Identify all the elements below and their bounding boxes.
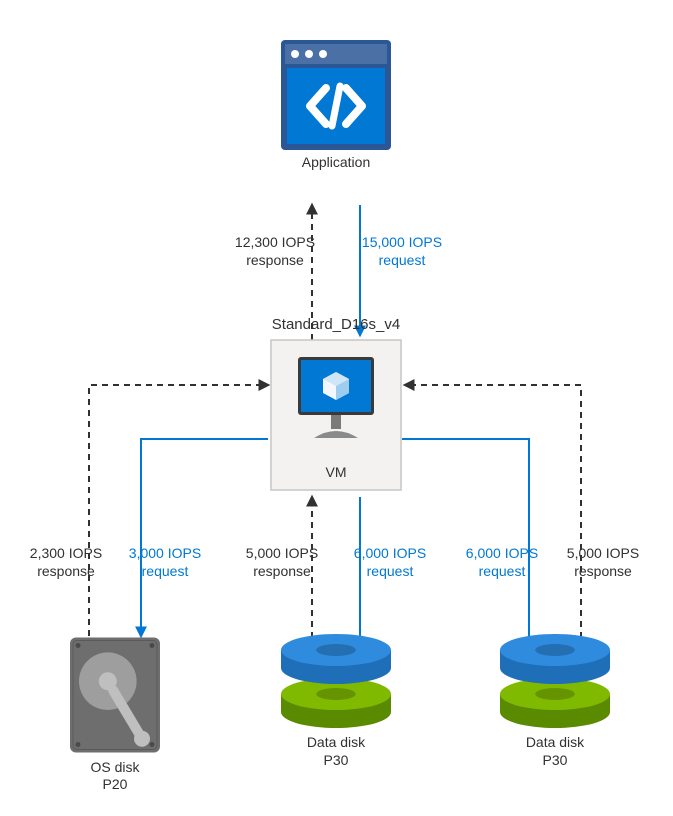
vm-title-wrap: Standard_D16s_v4 bbox=[236, 316, 436, 335]
data-disk-1-label-wrap: Data diskP30 bbox=[266, 734, 406, 769]
edge-label-3-wrap: 3,000 IOPSrequest bbox=[115, 545, 215, 580]
edge-label-2: 2,300 IOPSresponse bbox=[16, 545, 116, 580]
edge-label-4: 5,000 IOPSresponse bbox=[232, 545, 332, 580]
edge-label-5-wrap: 6,000 IOPSrequest bbox=[340, 545, 440, 580]
edge-data_disk_2-vm bbox=[405, 385, 581, 649]
edge-label-6: 6,000 IOPSrequest bbox=[452, 545, 552, 580]
application-label-wrap: Application bbox=[276, 154, 396, 172]
edge-label-7: 5,000 IOPSresponse bbox=[553, 545, 653, 580]
vm-title: Standard_D16s_v4 bbox=[236, 316, 436, 335]
edge-label-0: 12,300 IOPSresponse bbox=[225, 234, 325, 269]
os-disk-label: OS diskP20 bbox=[55, 759, 175, 794]
os-disk-label-wrap: OS diskP20 bbox=[55, 759, 175, 794]
edge-label-1-wrap: 15,000 IOPSrequest bbox=[352, 234, 452, 269]
edge-label-3: 3,000 IOPSrequest bbox=[115, 545, 215, 580]
vm-label: VM bbox=[296, 464, 376, 482]
application-icon bbox=[281, 40, 391, 150]
edge-label-1: 15,000 IOPSrequest bbox=[352, 234, 452, 269]
edge-vm-data_disk_2 bbox=[402, 439, 529, 647]
vm-label-wrap: VM bbox=[296, 464, 376, 482]
edge-label-2-wrap: 2,300 IOPSresponse bbox=[16, 545, 116, 580]
edge-vm-os_disk bbox=[141, 439, 268, 636]
edge-label-4-wrap: 5,000 IOPSresponse bbox=[232, 545, 332, 580]
edge-os_disk-vm bbox=[89, 385, 268, 636]
data-disk-1 bbox=[281, 634, 391, 728]
edge-label-5: 6,000 IOPSrequest bbox=[340, 545, 440, 580]
data-disk-2-label-wrap: Data diskP30 bbox=[485, 734, 625, 769]
edge-label-0-wrap: 12,300 IOPSresponse bbox=[225, 234, 325, 269]
data-disk-2 bbox=[500, 634, 610, 728]
diagram-svg bbox=[0, 0, 673, 816]
edge-label-7-wrap: 5,000 IOPSresponse bbox=[553, 545, 653, 580]
edge-label-6-wrap: 6,000 IOPSrequest bbox=[452, 545, 552, 580]
application-label: Application bbox=[276, 154, 396, 172]
os-disk-icon bbox=[70, 638, 160, 753]
diagram-canvas: Application Standard_D16s_v4 VM OS diskP20 D… bbox=[0, 0, 673, 816]
data-disk-1-label: Data diskP30 bbox=[266, 734, 406, 769]
data-disk-2-label: Data diskP30 bbox=[485, 734, 625, 769]
